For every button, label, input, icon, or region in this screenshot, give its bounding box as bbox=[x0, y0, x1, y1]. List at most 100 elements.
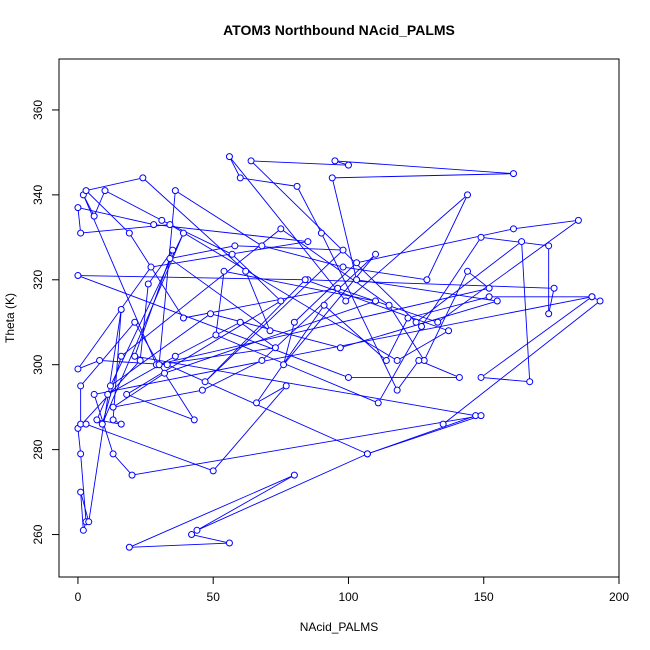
series-segment bbox=[169, 224, 398, 361]
data-point bbox=[85, 518, 93, 526]
data-point bbox=[485, 284, 493, 292]
data-point bbox=[74, 365, 82, 373]
data-point bbox=[363, 450, 371, 458]
data-point bbox=[545, 310, 553, 318]
series-segment bbox=[77, 207, 82, 234]
data-point bbox=[339, 246, 347, 254]
data-point bbox=[77, 382, 85, 390]
series-segment bbox=[261, 253, 376, 361]
data-point bbox=[477, 233, 485, 241]
series-segment bbox=[234, 245, 344, 251]
series-segment bbox=[229, 156, 347, 302]
y-axis: 260 280 300 320 340 360 bbox=[31, 100, 59, 545]
series-segment bbox=[215, 271, 225, 336]
series-segment bbox=[128, 232, 184, 319]
data-point bbox=[493, 297, 501, 305]
data-point bbox=[317, 229, 325, 237]
data-point bbox=[166, 221, 174, 229]
series-segment bbox=[196, 474, 295, 531]
series-segment bbox=[80, 321, 136, 387]
data-point bbox=[117, 306, 125, 314]
series-segment bbox=[196, 453, 368, 531]
series-segment bbox=[156, 287, 490, 366]
series-segment bbox=[175, 190, 263, 247]
data-point bbox=[550, 284, 558, 292]
data-point bbox=[382, 356, 390, 364]
series-segment bbox=[80, 491, 90, 522]
series-segment bbox=[296, 186, 322, 234]
series-segment bbox=[345, 194, 468, 302]
data-point bbox=[228, 250, 236, 258]
series-segment bbox=[283, 254, 376, 365]
data-point bbox=[372, 250, 380, 258]
data-point bbox=[258, 242, 266, 250]
data-point bbox=[334, 284, 342, 292]
data-point bbox=[209, 467, 217, 475]
series-segment bbox=[175, 321, 241, 357]
data-point bbox=[320, 301, 328, 309]
data-point bbox=[131, 318, 139, 326]
data-point bbox=[344, 373, 352, 381]
series-segment bbox=[85, 190, 130, 234]
data-point bbox=[123, 390, 131, 398]
series-segment bbox=[367, 415, 482, 455]
x-tick-label: 0 bbox=[75, 590, 82, 604]
data-point bbox=[169, 246, 177, 254]
data-point bbox=[336, 344, 344, 352]
series-segment bbox=[385, 317, 409, 361]
data-point bbox=[353, 276, 361, 284]
data-point bbox=[201, 378, 209, 386]
series-segment bbox=[96, 419, 122, 425]
series-segment bbox=[113, 389, 203, 408]
series-segment bbox=[332, 173, 514, 179]
data-point bbox=[147, 263, 155, 271]
data-point bbox=[509, 170, 517, 178]
series-segment bbox=[421, 237, 482, 327]
data-point bbox=[131, 352, 139, 360]
series-segment bbox=[356, 228, 514, 264]
data-point bbox=[79, 526, 87, 534]
series-segment bbox=[85, 423, 214, 472]
data-point bbox=[393, 386, 401, 394]
series-segment bbox=[210, 313, 341, 349]
y-tick-label: 360 bbox=[31, 100, 45, 120]
x-tick-label: 150 bbox=[474, 590, 494, 604]
series-segment bbox=[169, 258, 271, 332]
data-point bbox=[90, 212, 98, 220]
data-point bbox=[252, 399, 260, 407]
data-point bbox=[125, 229, 133, 237]
data-point bbox=[509, 225, 517, 233]
series-segment bbox=[407, 296, 490, 319]
series-segment bbox=[480, 376, 530, 383]
data-point bbox=[90, 390, 98, 398]
data-point bbox=[231, 242, 239, 250]
data-point bbox=[155, 361, 163, 369]
data-point bbox=[96, 356, 104, 364]
data-point bbox=[104, 390, 112, 398]
data-point bbox=[179, 229, 187, 237]
data-point bbox=[393, 356, 401, 364]
data-point bbox=[545, 242, 553, 250]
series-segment bbox=[229, 156, 241, 179]
data-point bbox=[280, 361, 288, 369]
series-segment bbox=[129, 542, 230, 548]
series-segment bbox=[294, 262, 357, 323]
y-tick-label: 300 bbox=[31, 354, 45, 374]
data-point bbox=[328, 174, 336, 182]
data-point bbox=[331, 157, 339, 165]
series-segment bbox=[101, 356, 122, 425]
series-segment bbox=[323, 304, 387, 361]
data-point bbox=[423, 276, 431, 284]
y-tick-label: 340 bbox=[31, 185, 45, 205]
series-segment bbox=[356, 279, 498, 302]
series-segment bbox=[245, 271, 271, 331]
data-point bbox=[344, 161, 352, 169]
series-segment bbox=[169, 245, 235, 259]
data-point bbox=[193, 526, 201, 534]
series-segment bbox=[158, 190, 176, 365]
data-point bbox=[93, 416, 101, 424]
series-segment bbox=[377, 326, 422, 404]
series-segment bbox=[191, 534, 230, 544]
series-segment bbox=[80, 492, 84, 531]
series-segment bbox=[101, 232, 184, 425]
